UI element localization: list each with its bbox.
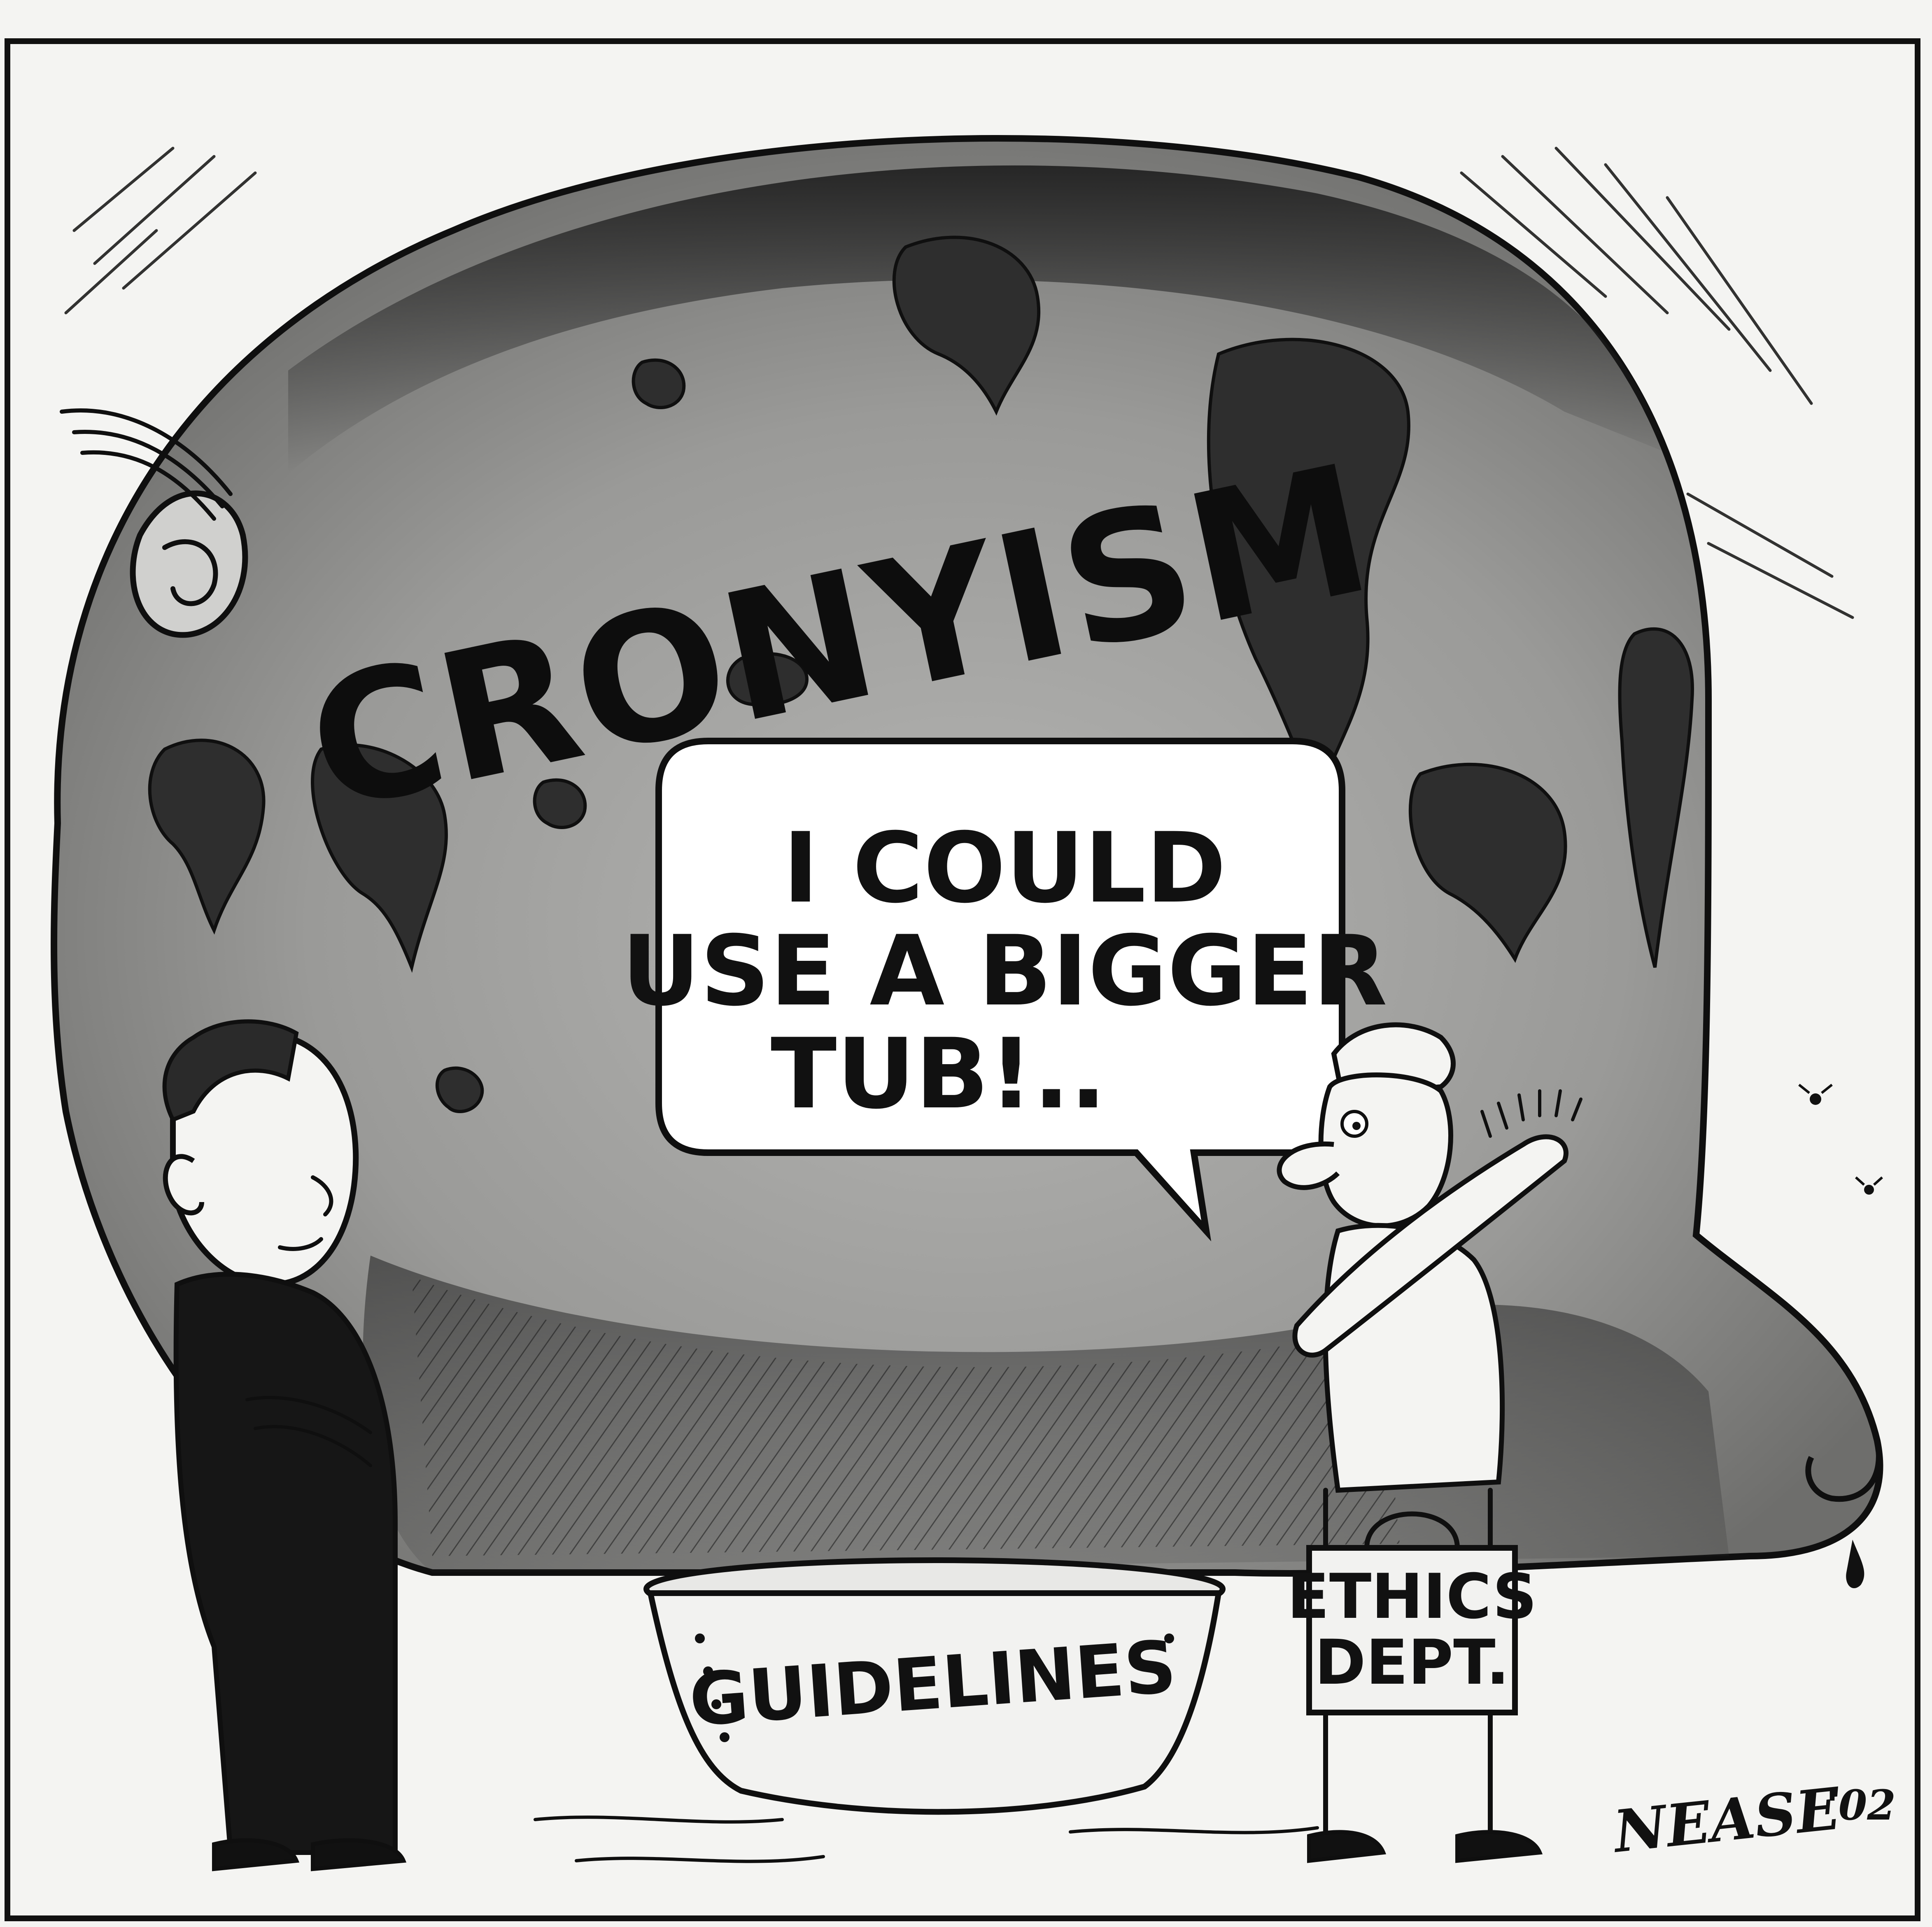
worker-brush — [1292, 1134, 1568, 1358]
beast-eyebrow — [60, 408, 233, 521]
speech-line-3: TUB!.. — [771, 1018, 1107, 1130]
fly-icons — [1798, 1084, 1883, 1195]
ethics-worker-figure: ETHICS DEPT. — [1277, 1022, 1582, 1863]
beast-snout — [1694, 1233, 1882, 1502]
guidelines-tub: GUIDELINES — [534, 1557, 1319, 1863]
beast-ear — [130, 490, 248, 638]
politician-hair — [162, 1019, 299, 1123]
background-hatching — [64, 147, 1854, 619]
drip-drop — [1846, 1540, 1864, 1589]
worker-brush-bristles — [1480, 1089, 1582, 1138]
water-puddle — [534, 1815, 1319, 1863]
beast-belly-hatching — [412, 1276, 1400, 1556]
tub-rivets — [695, 1633, 1174, 1742]
beast-spots — [148, 235, 1694, 1113]
speech-bubble: I COULD USE A BIGGER TUB!.. — [622, 738, 1387, 1242]
politician-figure — [162, 1019, 407, 1871]
signature-year: '02 — [1826, 1781, 1896, 1829]
worker-nose — [1277, 1141, 1340, 1190]
tub-basin — [647, 1590, 1222, 1815]
speech-line-2: USE A BIGGER — [622, 915, 1387, 1028]
ethics-bag — [1306, 1545, 1518, 1715]
speech-bubble-shape — [655, 738, 1345, 1242]
panel-border — [5, 38, 1920, 1921]
beast-top-shade — [288, 165, 1667, 473]
bag-label-line-1: ETHICS — [1287, 1561, 1537, 1633]
politician-suit — [173, 1272, 398, 1855]
politician-arms — [245, 1396, 372, 1467]
politician-shoes — [212, 1838, 407, 1871]
worker-shoes — [1307, 1830, 1543, 1863]
bag-label-line-2: DEPT. — [1314, 1627, 1509, 1699]
politician-ear — [163, 1154, 204, 1216]
speech-line-1: I COULD — [783, 812, 1226, 925]
